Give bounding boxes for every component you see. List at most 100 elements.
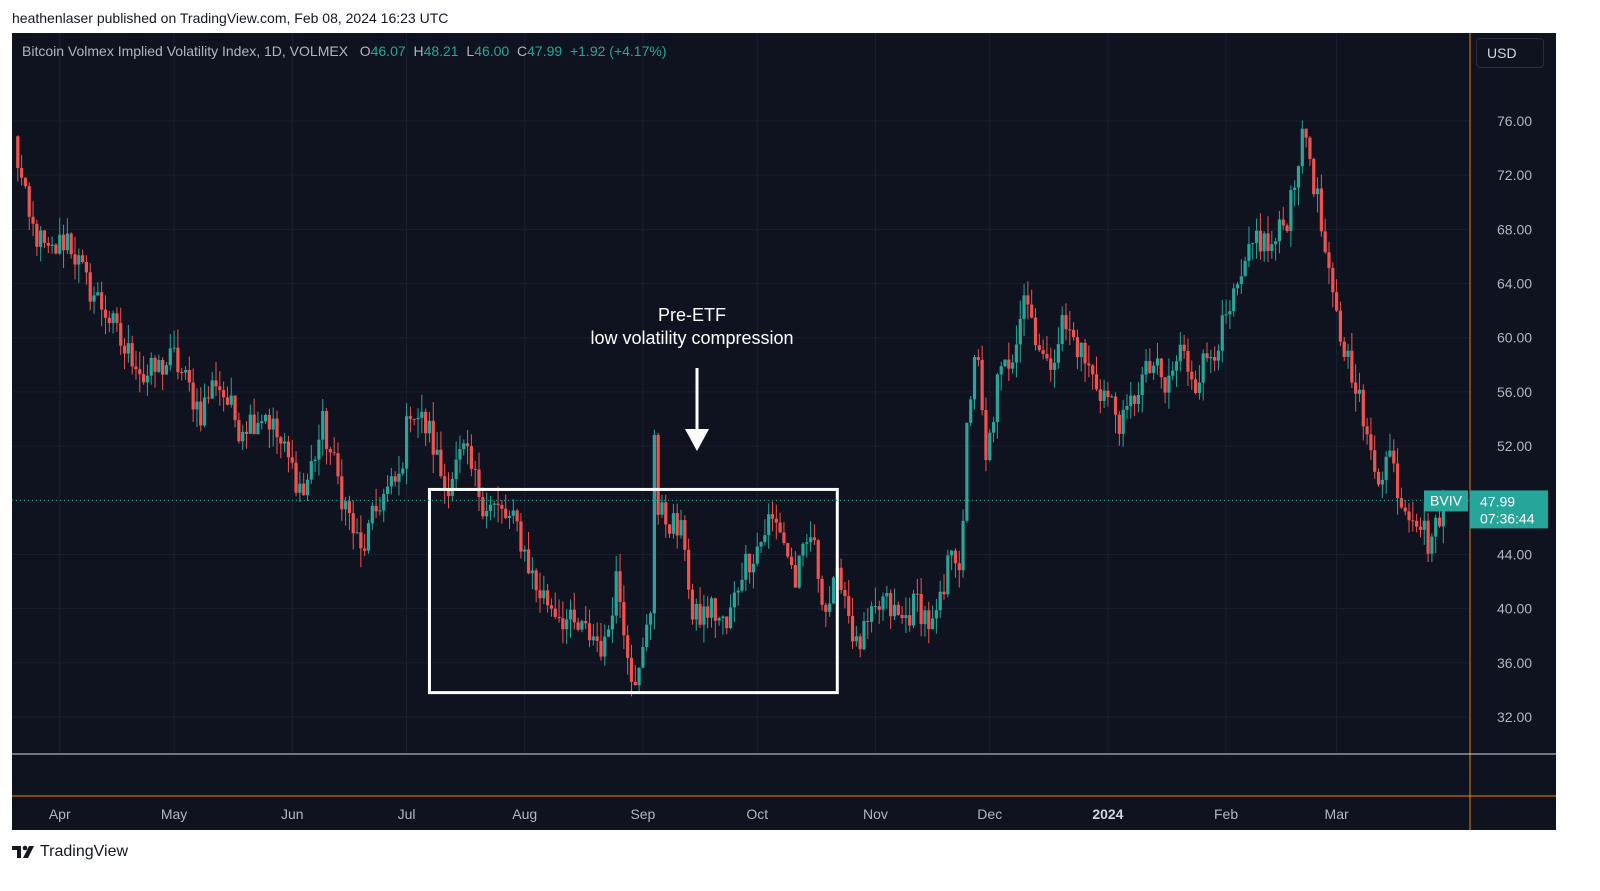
candle-body[interactable]: [500, 505, 504, 509]
candle-body[interactable]: [995, 374, 999, 423]
candle-body[interactable]: [130, 343, 134, 367]
candle-body[interactable]: [302, 483, 306, 496]
candle-body[interactable]: [797, 555, 801, 588]
candle-body[interactable]: [397, 473, 401, 482]
candle-body[interactable]: [69, 233, 73, 255]
candle-body[interactable]: [1395, 463, 1400, 499]
candle-body[interactable]: [976, 357, 980, 360]
candle-body[interactable]: [866, 620, 870, 622]
candle-body[interactable]: [713, 598, 717, 621]
candle-body[interactable]: [1251, 243, 1255, 245]
candle-body[interactable]: [728, 607, 733, 629]
candle-body[interactable]: [1178, 344, 1182, 362]
candle-body[interactable]: [587, 623, 592, 641]
candle-body[interactable]: [980, 359, 984, 411]
candle-body[interactable]: [942, 591, 946, 595]
candle-body[interactable]: [134, 366, 138, 370]
candle-body[interactable]: [1437, 517, 1442, 527]
candle-body[interactable]: [1315, 188, 1320, 195]
candle-body[interactable]: [1346, 350, 1350, 357]
candle-body[interactable]: [210, 380, 214, 399]
candle-body[interactable]: [366, 523, 371, 551]
candle-body[interactable]: [530, 570, 534, 574]
candle-body[interactable]: [88, 272, 92, 302]
candle-body[interactable]: [1190, 371, 1194, 380]
candle-body[interactable]: [881, 596, 885, 610]
candle-body[interactable]: [1049, 358, 1053, 370]
candle-body[interactable]: [523, 549, 527, 552]
candle-body[interactable]: [599, 640, 603, 657]
candle-body[interactable]: [477, 469, 481, 498]
candle-body[interactable]: [957, 563, 961, 571]
candle-body[interactable]: [1308, 137, 1312, 159]
candle-body[interactable]: [805, 542, 809, 544]
candle-body[interactable]: [1300, 128, 1304, 167]
candle-body[interactable]: [290, 457, 294, 463]
candle-body[interactable]: [584, 621, 588, 624]
candle-body[interactable]: [58, 234, 62, 254]
candle-body[interactable]: [1262, 233, 1266, 252]
candle-body[interactable]: [416, 417, 420, 420]
candle-body[interactable]: [1281, 219, 1285, 226]
candle-body[interactable]: [324, 411, 329, 450]
candle-body[interactable]: [1247, 244, 1251, 261]
candle-body[interactable]: [439, 449, 443, 477]
candle-body[interactable]: [27, 186, 31, 217]
candle-body[interactable]: [1293, 187, 1297, 190]
candle-body[interactable]: [65, 233, 69, 251]
candle-body[interactable]: [275, 418, 279, 438]
candle-body[interactable]: [1361, 389, 1365, 427]
candle-body[interactable]: [831, 577, 836, 604]
candle-body[interactable]: [885, 593, 889, 597]
candle-body[interactable]: [546, 590, 550, 606]
candle-body[interactable]: [828, 603, 832, 612]
candle-body[interactable]: [1201, 353, 1205, 383]
candle-body[interactable]: [607, 629, 611, 637]
candle-body[interactable]: [340, 476, 344, 510]
candle-body[interactable]: [1125, 405, 1129, 410]
candle-body[interactable]: [378, 510, 382, 512]
candle-body[interactable]: [1296, 166, 1301, 188]
candle-body[interactable]: [199, 401, 203, 426]
candle-body[interactable]: [313, 459, 317, 462]
candle-body[interactable]: [252, 414, 256, 435]
candle-body[interactable]: [820, 578, 824, 605]
candle-body[interactable]: [1197, 382, 1201, 394]
candle-body[interactable]: [740, 579, 744, 591]
candle-body[interactable]: [202, 397, 207, 426]
candle-body[interactable]: [1376, 471, 1381, 485]
candle-body[interactable]: [222, 390, 226, 398]
candle-body[interactable]: [1342, 341, 1346, 357]
candle-body[interactable]: [900, 614, 904, 619]
candle-body[interactable]: [309, 461, 313, 480]
candle-body[interactable]: [103, 309, 108, 318]
candle-body[interactable]: [458, 449, 462, 460]
candle-body[interactable]: [401, 468, 405, 474]
candle-body[interactable]: [35, 223, 39, 247]
candle-body[interactable]: [572, 609, 576, 623]
candle-body[interactable]: [488, 504, 493, 511]
candle-body[interactable]: [1033, 317, 1038, 346]
candle-body[interactable]: [561, 618, 565, 630]
candle-body[interactable]: [237, 420, 241, 442]
candle-body[interactable]: [770, 514, 775, 519]
candle-body[interactable]: [965, 422, 969, 521]
candle-body[interactable]: [744, 553, 748, 580]
candle-body[interactable]: [1434, 517, 1438, 537]
candle-body[interactable]: [473, 468, 477, 470]
candle-body[interactable]: [1270, 244, 1274, 251]
candle-body[interactable]: [721, 616, 725, 619]
candle-body[interactable]: [1354, 382, 1358, 394]
candle-body[interactable]: [122, 345, 127, 354]
candle-body[interactable]: [972, 357, 977, 400]
candle-body[interactable]: [1323, 231, 1327, 253]
candle-body[interactable]: [911, 593, 916, 626]
candle-body[interactable]: [370, 505, 374, 524]
candle-body[interactable]: [801, 543, 805, 556]
candle-body[interactable]: [180, 372, 184, 374]
candle-body[interactable]: [961, 520, 965, 571]
candle-body[interactable]: [793, 565, 797, 588]
candle-body[interactable]: [1079, 342, 1083, 358]
candle-body[interactable]: [382, 493, 386, 511]
candle-body[interactable]: [591, 636, 595, 641]
